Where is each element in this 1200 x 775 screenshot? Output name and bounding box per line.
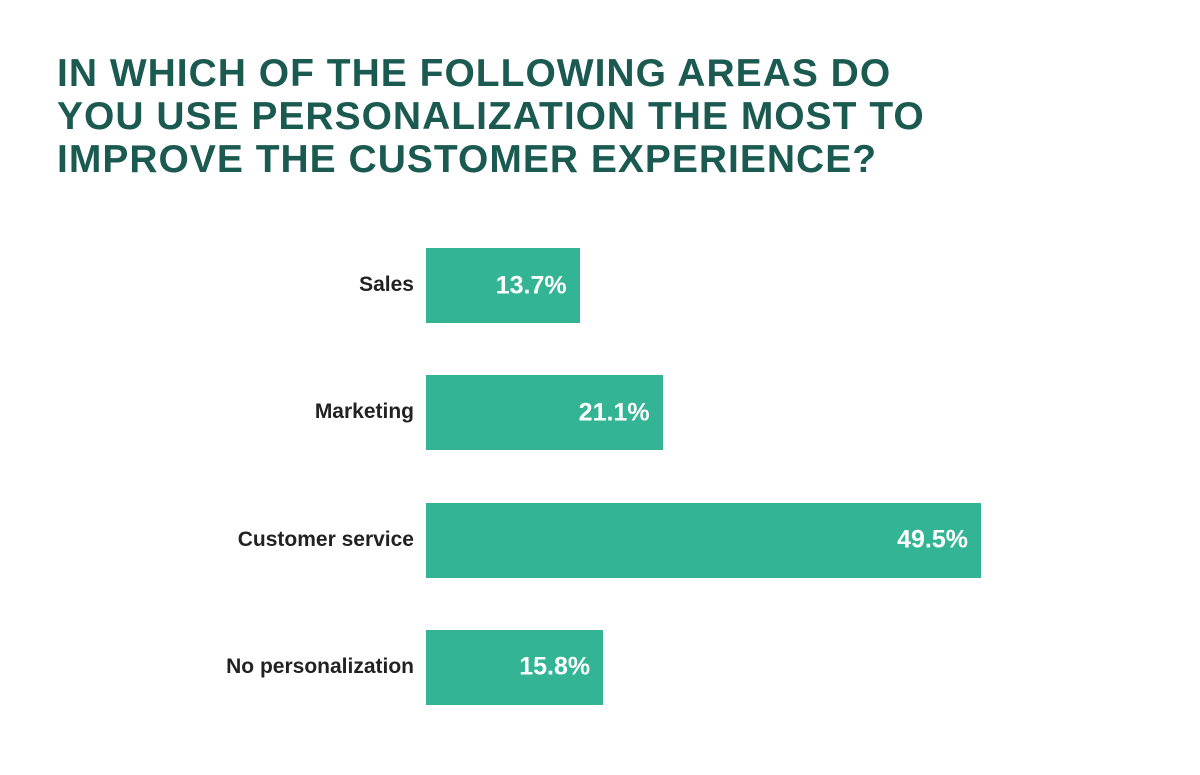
category-label: Marketing bbox=[314, 400, 414, 424]
data-label: 49.5% bbox=[897, 525, 968, 554]
chart-title: IN WHICH OF THE FOLLOWING AREAS DO YOU U… bbox=[57, 52, 925, 181]
bar: 15.8% bbox=[426, 629, 604, 705]
bar: 21.1% bbox=[426, 375, 663, 451]
bar: 13.7% bbox=[426, 248, 580, 323]
data-label: 21.1% bbox=[578, 398, 650, 427]
title-line: IMPROVE THE CUSTOMER EXPERIENCE? bbox=[57, 138, 878, 181]
data-label: 13.7% bbox=[495, 271, 567, 299]
title-line: IN WHICH OF THE FOLLOWING AREAS DO bbox=[57, 52, 892, 95]
category-label: Customer service bbox=[237, 527, 414, 551]
category-label: Sales bbox=[359, 273, 414, 296]
data-label: 15.8% bbox=[519, 652, 591, 681]
category-label: No personalization bbox=[226, 654, 414, 678]
bar: 49.5% bbox=[426, 502, 981, 578]
title-line: YOU USE PERSONALIZATION THE MOST TO bbox=[57, 95, 925, 138]
